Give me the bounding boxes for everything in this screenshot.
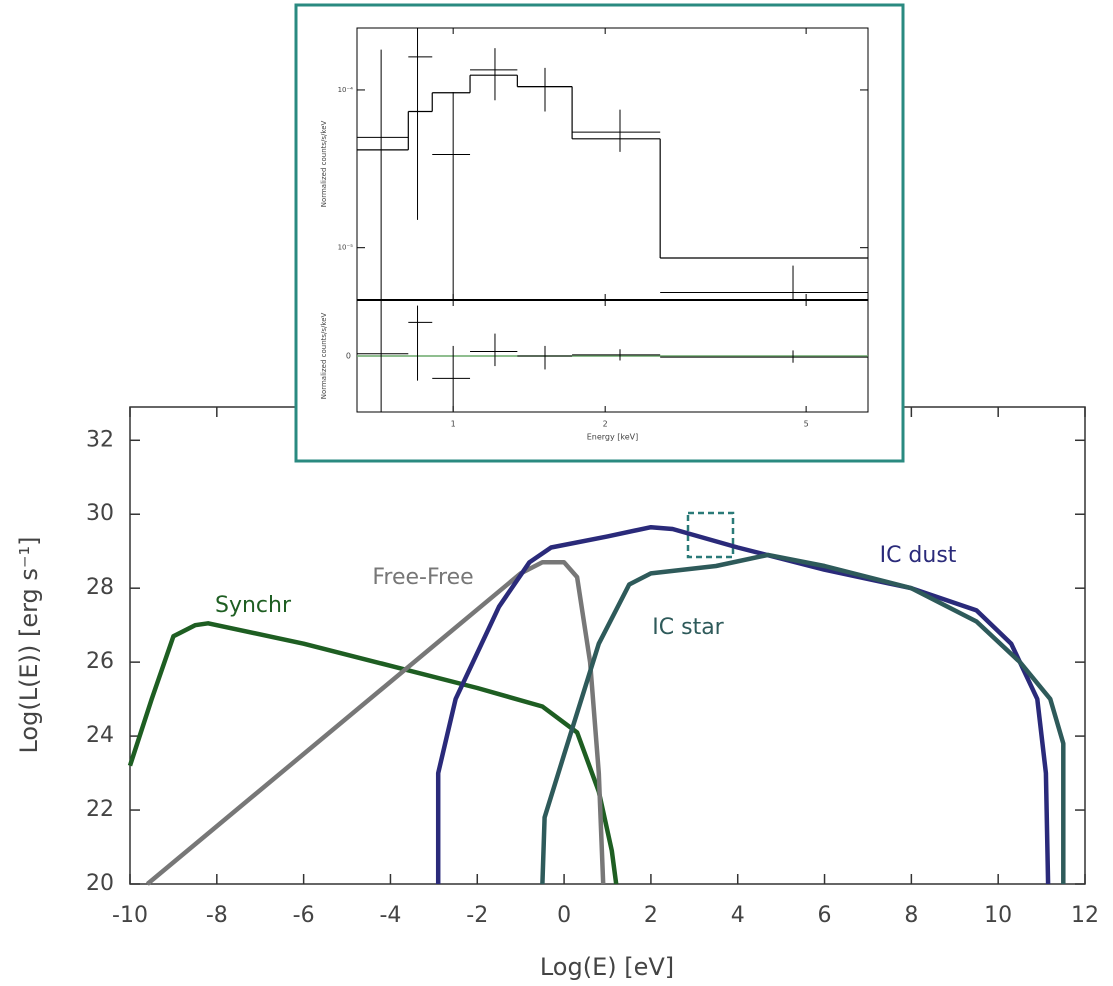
residual-y-label: Normalized counts/s/keV bbox=[320, 313, 328, 400]
x-tick-label: 6 bbox=[818, 903, 832, 928]
x-tick-label: -10 bbox=[112, 903, 148, 928]
inset-x-label: Energy [keV] bbox=[587, 433, 639, 442]
x-tick-label: 0 bbox=[557, 903, 571, 928]
x-tick-label: -4 bbox=[379, 903, 401, 928]
x-tick-label: 4 bbox=[731, 903, 745, 928]
x-tick-label: 10 bbox=[984, 903, 1012, 928]
y-axis-label: Log(L(E)) [erg s⁻¹] bbox=[15, 536, 43, 753]
inset-frame bbox=[294, 3, 905, 463]
x-tick-label: -8 bbox=[206, 903, 228, 928]
series-label: IC star bbox=[652, 615, 724, 640]
x-tick-label: 8 bbox=[904, 903, 918, 928]
y-tick-label: 22 bbox=[86, 797, 114, 822]
y-tick-label: 26 bbox=[86, 649, 114, 674]
y-tick-label: 24 bbox=[86, 723, 114, 748]
residual-y-tick-label: 0 bbox=[346, 352, 351, 361]
y-tick-label: 28 bbox=[86, 575, 114, 600]
inset-x-tick-label: 5 bbox=[804, 420, 809, 429]
x-tick-label: -2 bbox=[466, 903, 488, 928]
inset-y-tick-label: 10⁻⁵ bbox=[338, 244, 354, 252]
series-label: Synchr bbox=[215, 593, 292, 618]
series-line bbox=[540, 552, 1066, 885]
series-label: Free-Free bbox=[372, 565, 473, 590]
inset-y-tick-label: 10⁻⁴ bbox=[338, 86, 354, 94]
x-tick-label: -6 bbox=[293, 903, 315, 928]
y-tick-label: 32 bbox=[86, 427, 114, 452]
series-label: IC dust bbox=[880, 543, 957, 568]
y-tick-label: 20 bbox=[86, 871, 114, 896]
plot-frame bbox=[129, 406, 1086, 885]
series-line bbox=[435, 524, 1051, 885]
x-axis-label: Log(E) [eV] bbox=[540, 953, 674, 981]
x-tick-label: 2 bbox=[644, 903, 658, 928]
inset-y-label: Normalized counts/s/keV bbox=[320, 121, 328, 208]
inset-x-tick-label: 2 bbox=[603, 420, 608, 429]
x-tick-label: 12 bbox=[1071, 903, 1099, 928]
inset-x-tick-label: 1 bbox=[451, 420, 456, 429]
y-tick-label: 30 bbox=[86, 501, 114, 526]
